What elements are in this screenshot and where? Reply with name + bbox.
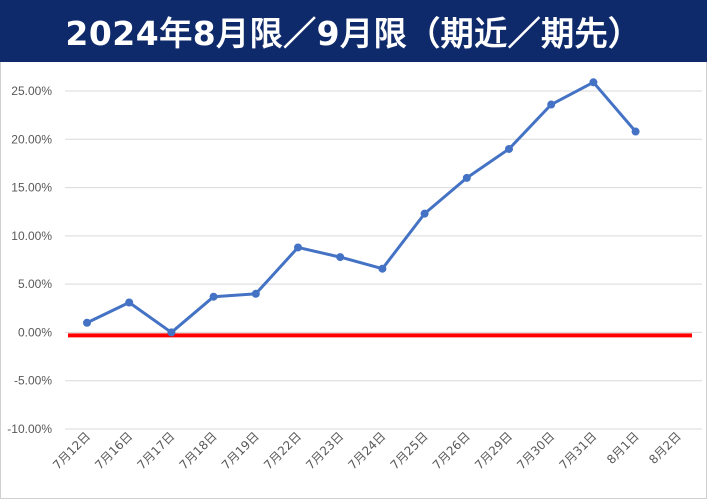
title-bar: 2024年8月限／9月限（期近／期先） (0, 0, 707, 62)
chart-title: 2024年8月限／9月限（期近／期先） (65, 14, 642, 53)
y-tick-label: 15.00% (11, 181, 52, 195)
y-axis-ticks: 25.00% 20.00% 15.00% 10.00% 5.00% 0.00% -5.00%… (7, 84, 52, 436)
x-tick-label: 7月22日 (261, 429, 304, 472)
x-tick-label: 7月25日 (388, 429, 431, 472)
x-tick-label: 8月2日 (646, 429, 684, 467)
x-tick-label: 7月23日 (303, 429, 346, 472)
x-tick-label: 8月1日 (604, 429, 642, 467)
data-point (251, 289, 260, 298)
y-tick-label: 25.00% (11, 84, 52, 98)
x-tick-label: 7月17日 (134, 429, 177, 472)
x-tick-label: 7月19日 (219, 429, 262, 472)
data-point (125, 298, 134, 307)
y-tick-label: -5.00% (14, 374, 52, 388)
x-tick-label: 7月30日 (514, 429, 557, 472)
y-tick-label: 20.00% (11, 132, 52, 146)
series-line-layer (85, 80, 638, 334)
x-tick-label: 7月31日 (556, 429, 599, 472)
data-point (167, 328, 176, 337)
x-tick-label: 7月16日 (92, 429, 135, 472)
data-point (547, 100, 556, 109)
y-tick-label: -10.00% (7, 422, 52, 436)
data-point (294, 243, 302, 252)
x-tick-label: 7月26日 (430, 429, 473, 472)
line-chart: 25.00% 20.00% 15.00% 10.00% 5.00% 0.00% -5.00%… (7, 78, 702, 472)
y-tick-label: 0.00% (18, 325, 52, 339)
data-point (462, 173, 471, 182)
x-tick-label: 7月18日 (177, 429, 220, 472)
series-points (83, 78, 640, 337)
y-tick-label: 5.00% (18, 277, 52, 291)
data-point (83, 318, 91, 327)
x-tick-label: 7月12日 (50, 429, 93, 472)
x-axis-ticks: 7月12日 7月16日 7月17日 7月18日 7月19日 7月22日 7月23日 7月24日… (50, 429, 684, 472)
data-point (336, 253, 345, 262)
data-point (209, 292, 218, 301)
x-tick-label: 7月29日 (472, 429, 515, 472)
data-point (631, 127, 640, 136)
x-tick-label: 7月24日 (345, 429, 388, 472)
y-tick-label: 10.00% (11, 229, 52, 243)
data-point (589, 78, 598, 87)
gridlines (65, 90, 702, 430)
data-point (505, 144, 513, 153)
series-line (85, 80, 638, 334)
data-point (420, 209, 429, 218)
data-point (378, 264, 387, 273)
